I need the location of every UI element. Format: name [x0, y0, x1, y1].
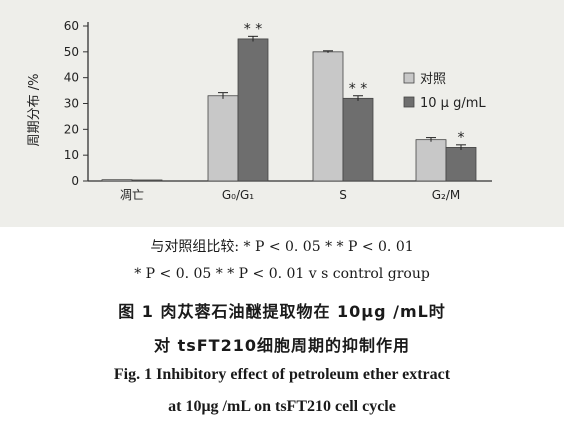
bar-treated: [342, 97, 374, 182]
bars-layer: [101, 35, 477, 182]
legend: 对照 10 μ g/mL: [403, 72, 486, 111]
y-axis-label: 周期分布 /%: [27, 74, 42, 147]
significance-mark: * *: [349, 81, 367, 97]
category-label: G₀/G₁: [222, 188, 254, 202]
figure-title-en-line1: Fig. 1 Inhibitory effect of petroleum et…: [113, 366, 451, 383]
legend-swatch: [403, 96, 415, 108]
bar-treated: [131, 179, 163, 182]
bar-control: [101, 179, 133, 182]
bar-treated: [445, 147, 477, 182]
category-label: G₂/M: [432, 188, 461, 202]
figure-title-cn-line1: 图 1 肉苁蓉石油醚提取物在 10μg /mL时: [118, 302, 446, 321]
figure-title-cn-line2: 对 tsFT210细胞周期的抑制作用: [154, 336, 410, 355]
y-tick-label: 30: [64, 97, 79, 111]
y-tick-label: 60: [64, 19, 79, 33]
legend-label: 对照: [420, 72, 446, 87]
y-tick-label: 0: [71, 174, 79, 188]
bar-control: [312, 51, 344, 182]
y-tick-label: 40: [64, 71, 79, 85]
significance-note-en: * P < 0. 05 * * P < 0. 01 v s control gr…: [134, 266, 430, 282]
significance-mark: *: [458, 130, 465, 146]
y-axis-ticks: 0 10 20 30 40 50 60: [64, 19, 88, 188]
bar-chart: 0 10 20 30 40 50 60 凋亡 G₀/G₁ S G₂/M * * * * * 对照 10 …: [27, 19, 492, 202]
significance-mark: * *: [244, 21, 262, 37]
y-tick-label: 10: [64, 148, 79, 162]
legend-label: 10 μ g/mL: [420, 96, 486, 111]
y-tick-label: 20: [64, 122, 79, 136]
category-label: S: [339, 188, 347, 202]
significance-note-cn: 与对照组比较: * P < 0. 05 * * P < 0. 01: [150, 239, 414, 255]
significance-marks: * * * * *: [244, 21, 465, 146]
chart-figure: 0 10 20 30 40 50 60 凋亡 G₀/G₁ S G₂/M * * * * * 对照 10 …: [0, 0, 564, 227]
figure-title-en-line2: at 10μg /mL on tsFT210 cell cycle: [168, 398, 396, 415]
legend-swatch: [403, 72, 415, 84]
bar-control: [207, 95, 239, 182]
category-labels: 凋亡 G₀/G₁ S G₂/M: [120, 188, 460, 202]
bar-treated: [237, 38, 269, 182]
bar-control: [415, 139, 447, 182]
y-tick-label: 50: [64, 45, 79, 59]
category-label: 凋亡: [120, 188, 144, 202]
